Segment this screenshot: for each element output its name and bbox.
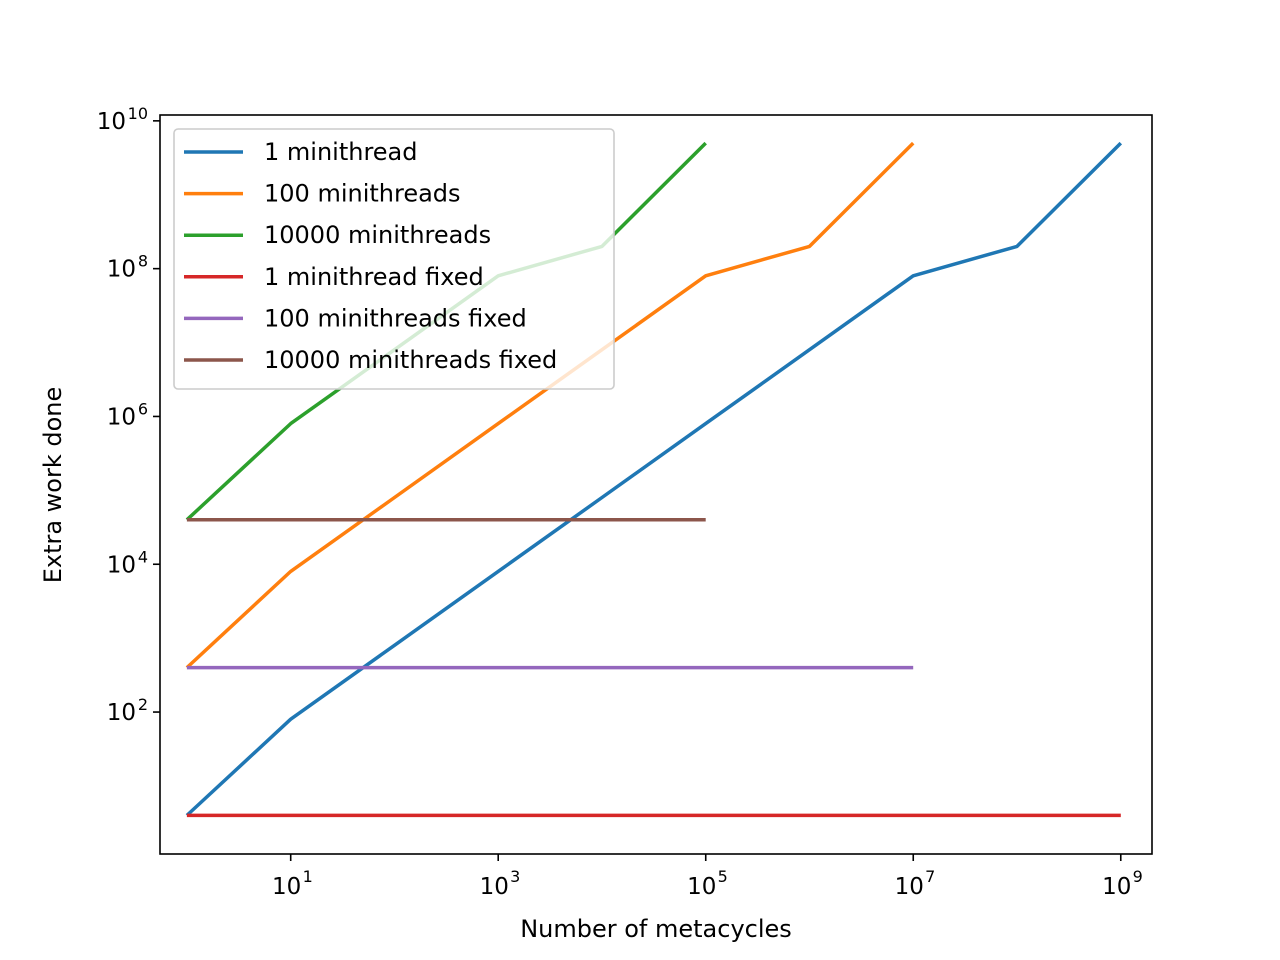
y-tick-exponent: 10 <box>128 104 148 123</box>
legend-label: 10000 minithreads fixed <box>264 346 557 374</box>
x-tick-label: 10 <box>687 874 716 900</box>
x-tick-label: 10 <box>1102 874 1131 900</box>
legend-box <box>173 128 615 390</box>
legend-label: 1 minithread <box>264 138 418 166</box>
y-tick-exponent: 8 <box>138 252 148 271</box>
legend-label: 100 minithreads <box>264 180 461 208</box>
legend-label: 10000 minithreads <box>264 221 491 249</box>
legend-label: 1 minithread fixed <box>264 263 484 291</box>
y-tick-label: 10 <box>97 109 126 135</box>
legend: 1 minithread 100 minithreads 10000 minithr… <box>173 128 615 390</box>
x-tick-label: 10 <box>480 874 509 900</box>
y-tick-exponent: 4 <box>138 547 148 566</box>
y-axis-label: Extra work done <box>39 387 67 584</box>
x-tick-label: 10 <box>895 874 924 900</box>
legend-label: 100 minithreads fixed <box>264 304 527 332</box>
y-tick-label: 10 <box>107 404 136 430</box>
series-line-1 <box>185 141 1123 817</box>
x-tick-exponent: 1 <box>303 867 313 886</box>
x-axis-ticks: 10 1 10 3 10 5 10 7 10 9 <box>272 854 1143 900</box>
y-tick-label: 10 <box>107 552 136 578</box>
plot-frame <box>159 114 1153 855</box>
x-tick-exponent: 9 <box>1133 867 1143 886</box>
y-tick-label: 10 <box>107 257 136 283</box>
x-axis-label: Number of metacycles <box>520 915 792 943</box>
x-tick-exponent: 3 <box>510 867 520 886</box>
y-tick-label: 10 <box>107 700 136 726</box>
x-tick-exponent: 7 <box>925 867 935 886</box>
x-tick-label: 10 <box>272 874 301 900</box>
x-tick-exponent: 5 <box>718 867 728 886</box>
y-tick-exponent: 6 <box>138 399 148 418</box>
y-tick-exponent: 2 <box>138 695 148 714</box>
